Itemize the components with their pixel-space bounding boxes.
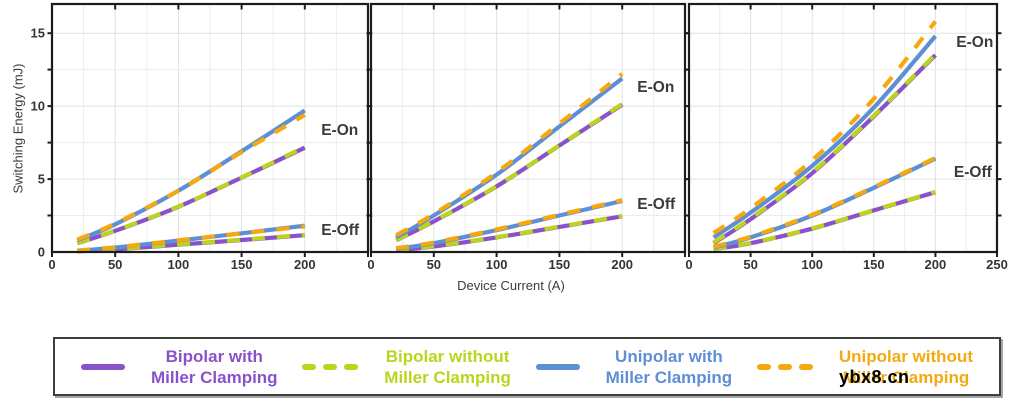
panel-1-border: [50, 2, 370, 254]
legend: Bipolar with Miller Clamping Bipolar wit…: [53, 337, 1001, 396]
panel-1-curve-e-off-unipolar-without-miller-clamping: [77, 224, 306, 253]
panel-3-curve-e-on-bipolar-without-miller-clamping: [712, 52, 937, 245]
legend-item-unipolar-without: Unipolar without Miller Clamping: [756, 346, 973, 388]
panel-3-x-tick-label-100: 100: [801, 257, 823, 272]
panel-3-x-tick-label-0: 0: [685, 257, 692, 272]
panel-3-border: [687, 2, 999, 254]
legend-dash-swatch: [777, 363, 792, 370]
panel-1: 0 50 100 150 200 E-On E-Off: [47, 2, 373, 272]
panel-3-x-tick-label-200: 200: [925, 257, 947, 272]
panel-2-x-tick-label-50: 50: [427, 257, 441, 272]
legend-line-swatch: [81, 363, 125, 370]
panel-2-curve-e-off-bipolar-without-miller-clamping: [395, 213, 623, 253]
panel-3-x-tick-label-50: 50: [743, 257, 757, 272]
legend-label: Bipolar without Miller Clamping: [384, 346, 511, 388]
panel-1-annotation-e-off: E-Off: [321, 222, 360, 239]
panel-3-annotation-e-on: E-On: [956, 34, 993, 51]
legend-label: Bipolar with Miller Clamping: [151, 346, 278, 388]
legend-dash-swatch: [798, 363, 813, 370]
panel-1-x-tick-label-50: 50: [108, 257, 122, 272]
panel-2-annotation-e-off: E-Off: [637, 196, 676, 213]
panel-3-x-tick-label-250: 250: [986, 257, 1008, 272]
legend-label-line1: Bipolar with: [165, 346, 263, 366]
legend-line-swatch: [535, 363, 580, 370]
legend-item-bipolar-without: Bipolar without Miller Clamping: [302, 346, 511, 388]
legend-label-line1: Unipolar with: [615, 346, 723, 366]
chart-canvas: 0 50 100 150 200 E-On E-Off 0 50 100 150 200 E-On E-O…: [31, 2, 1008, 272]
panel-2-x-tick-label-0: 0: [367, 257, 374, 272]
panel-2-annotation-e-on: E-On: [637, 79, 674, 96]
legend-dash-swatch: [323, 363, 338, 370]
panel-3-curve-e-off-bipolar-without-miller-clamping: [713, 189, 936, 251]
legend-label-line1: Bipolar without: [385, 346, 510, 366]
panel-1-x-tick-label-100: 100: [168, 257, 190, 272]
legend-dash-swatch: [756, 363, 771, 370]
legend-label-line2: Miller Clamping: [151, 367, 278, 387]
y-axis-title: Switching Energy (mJ): [10, 63, 26, 194]
panel-3-annotation-e-off: E-Off: [954, 164, 993, 181]
panel-2-x-tick-label-100: 100: [486, 257, 508, 272]
legend-swatch-dashed-line-icon: [302, 363, 359, 370]
legend-label-line2: Miller Clamping: [605, 367, 733, 387]
legend-item-bipolar-with: Bipolar with Miller Clamping: [81, 346, 278, 388]
panel-2-curve-e-on-bipolar-without-miller-clamping: [395, 102, 624, 242]
panel-3: 0 50 100 150 200 250 E-On E-Off: [684, 2, 1008, 272]
panel-2-x-tick-label-150: 150: [549, 257, 571, 272]
legend-label: Unipolar with Miller Clamping: [606, 346, 733, 388]
panel-3-curve-e-on-unipolar-without-miller-clamping: [712, 20, 938, 235]
legend-dash-swatch: [344, 363, 359, 370]
legend-swatch-solid-line-icon: [81, 363, 125, 370]
y-tick-label-5: 5: [38, 172, 45, 187]
legend-label-line2: Miller Clamping: [842, 367, 970, 387]
panel-1-x-tick-label-0: 0: [48, 257, 55, 272]
x-axis-title: Device Current (A): [457, 278, 565, 293]
panel-2-x-tick-label-200: 200: [611, 257, 633, 272]
panel-1-x-tick-label-150: 150: [231, 257, 253, 272]
panel-1-x-tick-label-200: 200: [294, 257, 316, 272]
panel-3-curve-e-on-unipolar-with-miller-clamping: [712, 34, 937, 240]
panel-1-annotation-e-on: E-On: [321, 122, 358, 139]
panel-3-x-tick-label-150: 150: [863, 257, 885, 272]
panel-2: 0 50 100 150 200 E-On E-Off: [366, 2, 690, 272]
legend-label: Unipolar without Miller Clamping: [839, 346, 973, 388]
panel-1-curve-e-off-bipolar-without-miller-clamping: [77, 232, 305, 254]
panel-3-curve-e-off-unipolar-without-miller-clamping: [713, 156, 937, 249]
panel-2-curve-e-off-unipolar-without-miller-clamping: [395, 198, 623, 251]
legend-label-line1: Unipolar without: [838, 346, 973, 366]
legend-item-unipolar-with: Unipolar with Miller Clamping: [535, 346, 733, 388]
legend-dash-swatch: [302, 363, 317, 370]
legend-swatch-solid-line-icon: [535, 363, 580, 370]
panel-1-curve-e-on-unipolar-with-miller-clamping: [76, 108, 306, 243]
panel-1-curve-e-on-bipolar-without-miller-clamping: [76, 145, 306, 245]
y-tick-label-0: 0: [38, 245, 45, 260]
panel-2-border: [369, 2, 687, 254]
legend-label-line2: Miller Clamping: [384, 367, 511, 387]
y-tick-label-10: 10: [31, 99, 45, 114]
legend-swatch-dashed-line-icon: [756, 363, 813, 370]
panel-1-curve-e-on-unipolar-without-miller-clamping: [76, 113, 306, 242]
panel-2-curve-e-on-unipolar-without-miller-clamping: [395, 72, 624, 238]
watermark: ybx8.cn: [839, 367, 910, 387]
y-tick-label-15: 15: [31, 26, 45, 41]
